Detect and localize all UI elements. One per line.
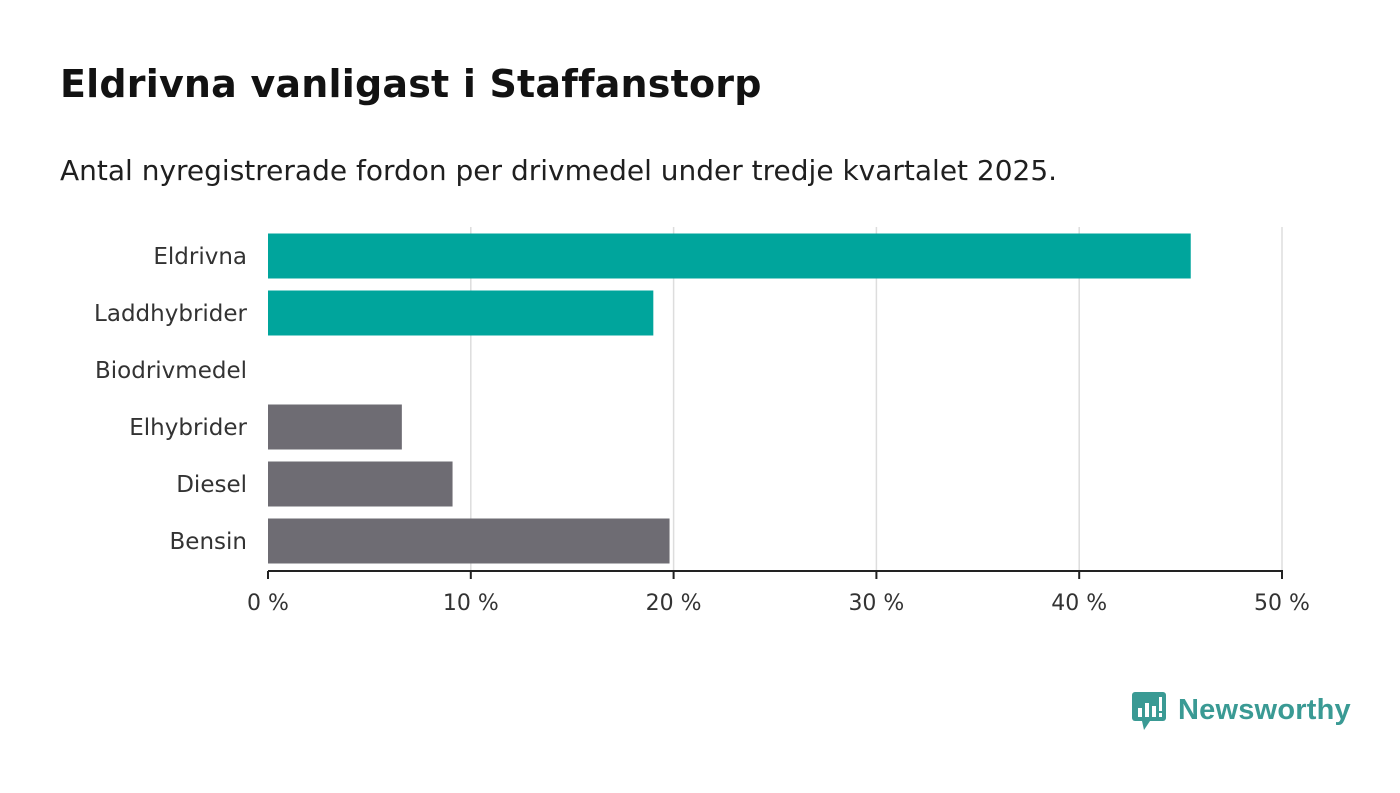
category-label-bensin: Bensin [170,529,247,555]
category-label-elhybrider: Elhybrider [129,415,247,441]
x-tick-label-50: 50 % [1254,591,1310,616]
chart-subtitle: Antal nyregistrerade fordon per drivmede… [60,154,1058,187]
newsworthy-logo-icon [1132,692,1166,730]
x-tick-label-40: 40 % [1051,591,1107,616]
category-label-eldrivna: Eldrivna [153,244,247,270]
category-label-biodrivmedel: Biodrivmedel [95,358,247,384]
chart-title: Eldrivna vanligast i Staffanstorp [60,62,762,106]
x-tick-label-20: 20 % [646,591,702,616]
bar-bensin [268,518,670,564]
x-tick-label-0: 0 % [247,591,289,616]
newsworthy-logo-text: Newsworthy [1178,693,1351,726]
category-label-diesel: Diesel [176,472,247,498]
bar-elhybrider [268,404,402,450]
bar-laddhybrider [268,290,654,336]
grid-lines [470,227,1283,571]
bars [268,233,1191,564]
newsworthy-logo: Newsworthy [1132,690,1351,730]
category-label-laddhybrider: Laddhybrider [94,301,247,327]
category-labels: Eldrivna Laddhybrider Biodrivmedel Elhybrid… [94,244,247,555]
x-axis: 0 % 10 % 20 % 30 % 40 % 50 % [247,570,1310,616]
bar-eldrivna [268,233,1191,279]
bar-diesel [268,461,453,507]
x-tick-label-10: 10 % [443,591,499,616]
x-tick-label-30: 30 % [848,591,904,616]
